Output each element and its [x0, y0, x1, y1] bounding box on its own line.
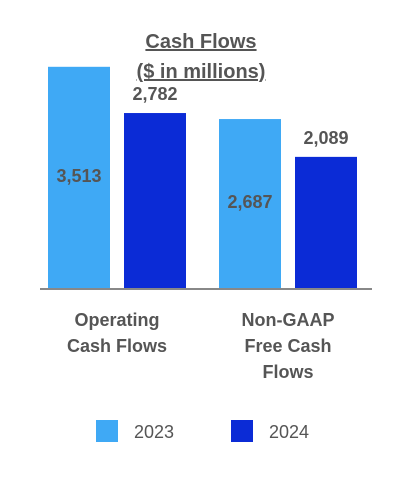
bar-2024-1	[295, 156, 357, 289]
data-label-2024-1: 2,089	[303, 128, 348, 148]
legend: 2023 2024	[96, 420, 309, 442]
bar-2023-1	[219, 119, 281, 290]
chart-subtitle: ($ in millions)	[137, 61, 266, 83]
legend-label-2023: 2023	[134, 422, 174, 442]
legend-swatch-2023	[96, 420, 118, 442]
bar-2023-0	[48, 66, 110, 289]
legend-swatch-2024	[231, 420, 253, 442]
chart-title: Cash Flows	[145, 31, 256, 53]
category-labels: Operating Cash Flows Non-GAAP Free Cash Flow…	[67, 310, 335, 382]
bar-group: 3,513 2,782 2,687 2,089	[48, 66, 357, 290]
category-label-1-line-2: Flows	[262, 362, 313, 382]
legend-label-2024: 2024	[269, 422, 309, 442]
data-label-2023-0: 3,513	[56, 166, 101, 186]
bar-2024-0	[124, 113, 186, 289]
category-label-1-line-1: Free Cash	[244, 336, 331, 356]
category-label-0-line-0: Operating	[74, 310, 159, 330]
data-label-2024-0: 2,782	[132, 84, 177, 104]
data-label-2023-1: 2,687	[227, 192, 272, 212]
category-label-0-line-1: Cash Flows	[67, 336, 167, 356]
category-label-1-line-0: Non-GAAP	[242, 310, 335, 330]
